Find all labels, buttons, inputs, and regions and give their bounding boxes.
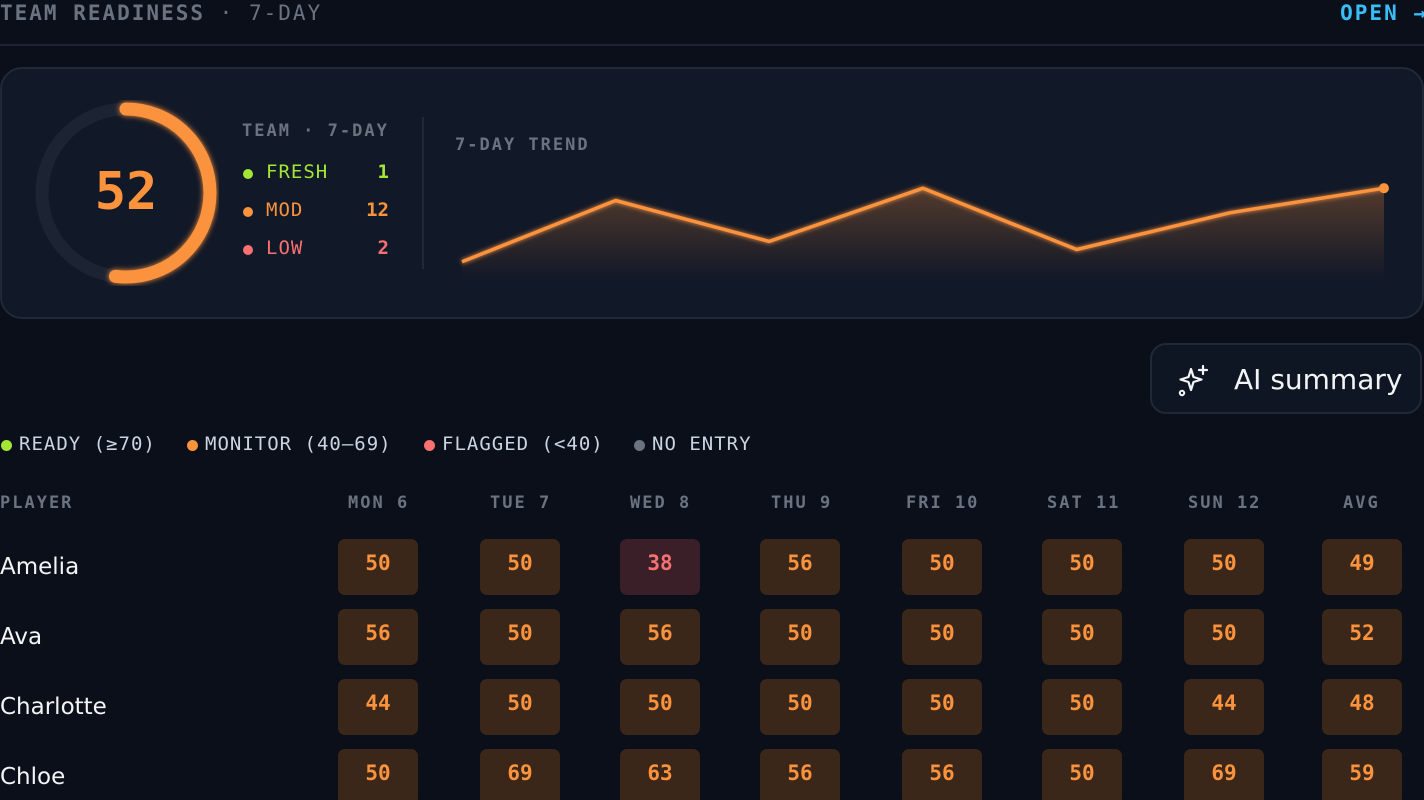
score-cell[interactable]: 50 <box>760 679 840 735</box>
column-header: MON 6 <box>348 493 410 513</box>
legend-dot <box>187 440 198 451</box>
score-cell[interactable]: 63 <box>620 749 700 800</box>
stat-value: 12 <box>366 199 389 221</box>
score-cell[interactable]: 50 <box>620 679 700 735</box>
player-name: Amelia <box>0 554 80 580</box>
avg-cell: 48 <box>1322 679 1402 735</box>
trend-line <box>461 186 1385 264</box>
score-cell[interactable]: 44 <box>1184 679 1264 735</box>
score-cell[interactable]: 50 <box>1042 679 1122 735</box>
score-cell[interactable]: 56 <box>620 609 700 665</box>
column-header: WED 8 <box>630 493 692 513</box>
score-cell[interactable]: 69 <box>480 749 560 800</box>
team-heading: TEAM · 7-DAY <box>242 121 389 141</box>
ai-summary-button[interactable]: AI summary <box>1150 343 1422 414</box>
card-divider <box>422 117 424 269</box>
column-header: THU 9 <box>771 493 833 513</box>
score-cell[interactable]: 69 <box>1184 749 1264 800</box>
avg-cell: 59 <box>1322 749 1402 800</box>
top-bar: TEAM READINESS · 7-DAY OPEN → <box>0 0 1424 46</box>
team-score: 52 <box>94 162 158 222</box>
stat-low: LOW 2 <box>242 236 390 260</box>
score-cell[interactable]: 50 <box>480 609 560 665</box>
ring-progress <box>35 102 217 284</box>
legend-label: FLAGGED (<40) <box>442 433 604 455</box>
stat-fresh: FRESH 1 <box>242 160 390 184</box>
player-name: Ava <box>0 624 43 650</box>
score-cell-flagged[interactable]: 38 <box>620 539 700 595</box>
legend-label: MONITOR (40–69) <box>205 433 392 455</box>
score-cell[interactable]: 50 <box>1042 609 1122 665</box>
legend-label: READY (≥70) <box>19 433 156 455</box>
legend-dot <box>1 440 12 451</box>
avg-cell: 52 <box>1322 609 1402 665</box>
page-title: TEAM READINESS · 7-DAY <box>0 1 323 25</box>
player-name: Charlotte <box>0 694 107 720</box>
score-cell[interactable]: 50 <box>902 609 982 665</box>
score-cell[interactable]: 50 <box>902 539 982 595</box>
score-cell[interactable]: 50 <box>338 749 418 800</box>
column-header-player: PLAYER <box>0 493 74 513</box>
sparkles-icon <box>1178 364 1209 397</box>
stat-label: LOW <box>266 237 304 259</box>
mod-dot <box>243 207 253 217</box>
table-row[interactable]: Charlotte 44 50 50 50 50 50 44 48 <box>0 679 1424 735</box>
score-cell[interactable]: 56 <box>760 749 840 800</box>
score-cell[interactable]: 56 <box>338 609 418 665</box>
score-cell[interactable]: 56 <box>760 539 840 595</box>
stat-value: 2 <box>377 237 389 259</box>
table-row[interactable]: Amelia 50 50 38 56 50 50 50 49 <box>0 539 1424 595</box>
legend-dot <box>424 440 435 451</box>
score-cell[interactable]: 50 <box>1042 749 1122 800</box>
stat-label: MOD <box>266 199 304 221</box>
score-cell[interactable]: 50 <box>338 539 418 595</box>
trend-chart <box>461 183 1389 280</box>
column-header: TUE 7 <box>490 493 552 513</box>
trend-end-point <box>1379 183 1389 194</box>
stat-value: 1 <box>377 161 389 183</box>
score-cell[interactable]: 44 <box>338 679 418 735</box>
score-cell[interactable]: 50 <box>480 679 560 735</box>
table-header: PLAYER MON 6 TUE 7 WED 8 THU 9 FRI 10 SA… <box>0 492 1424 514</box>
table-row[interactable]: Chloe 50 69 63 56 56 50 69 59 <box>0 749 1424 800</box>
low-dot <box>243 245 253 255</box>
stat-label: FRESH <box>266 161 329 183</box>
score-cell[interactable]: 50 <box>480 539 560 595</box>
column-header-avg: AVG <box>1343 493 1380 513</box>
open-link[interactable]: OPEN → <box>1340 1 1424 25</box>
trend-heading: 7-DAY TREND <box>455 135 590 155</box>
legend-label: NO ENTRY <box>652 433 752 455</box>
page-subtitle: · 7-DAY <box>219 1 323 25</box>
column-header: FRI 10 <box>906 493 980 513</box>
fresh-dot <box>243 169 253 179</box>
score-cell[interactable]: 50 <box>1184 609 1264 665</box>
stat-mod: MOD 12 <box>242 198 390 222</box>
score-cell[interactable]: 50 <box>902 679 982 735</box>
score-cell[interactable]: 50 <box>1184 539 1264 595</box>
player-name: Chloe <box>0 764 66 790</box>
legend-dot <box>634 440 645 451</box>
score-cell[interactable]: 56 <box>902 749 982 800</box>
table-row[interactable]: Ava 56 50 56 50 50 50 50 52 <box>0 609 1424 665</box>
score-cell[interactable]: 50 <box>760 609 840 665</box>
score-cell[interactable]: 50 <box>1042 539 1122 595</box>
column-header: SAT 11 <box>1047 493 1121 513</box>
readiness-ring <box>35 102 217 284</box>
avg-cell: 49 <box>1322 539 1402 595</box>
column-header: SUN 12 <box>1188 493 1262 513</box>
ai-summary-label: AI summary <box>1234 363 1403 396</box>
trend-area <box>462 188 1384 280</box>
